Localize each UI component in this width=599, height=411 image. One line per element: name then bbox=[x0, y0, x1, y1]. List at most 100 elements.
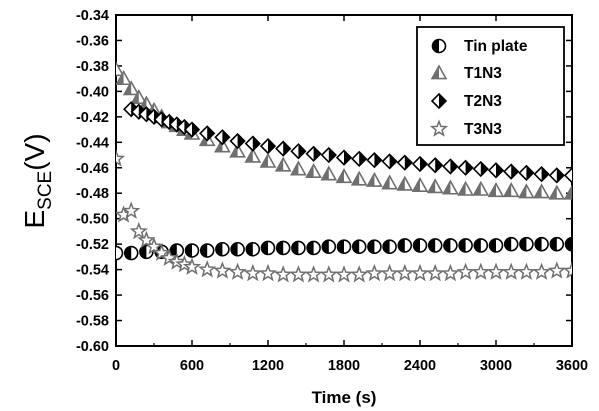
data-point bbox=[488, 238, 504, 253]
data-point bbox=[274, 265, 293, 283]
y-tick-label: -0.40 bbox=[76, 84, 109, 100]
data-point bbox=[228, 262, 247, 280]
data-point bbox=[321, 239, 337, 254]
data-point bbox=[486, 262, 506, 280]
data-point bbox=[291, 240, 306, 256]
data-point bbox=[380, 263, 399, 282]
data-point bbox=[549, 236, 565, 252]
data-point bbox=[175, 254, 194, 273]
data-point bbox=[137, 230, 156, 249]
data-point bbox=[548, 184, 566, 200]
data-point bbox=[518, 183, 535, 199]
data-point bbox=[116, 70, 132, 86]
y-tick-label: -0.46 bbox=[76, 161, 109, 177]
data-point bbox=[427, 238, 443, 253]
data-point bbox=[199, 243, 215, 258]
x-tick-label: 2400 bbox=[404, 358, 436, 374]
data-point bbox=[503, 236, 519, 252]
data-point bbox=[381, 174, 398, 190]
data-point bbox=[336, 239, 352, 254]
axis-ticks: 0 600 1200 1800 2400 3000 3600 -0.34 -0.36 -0.38 -… bbox=[76, 8, 588, 374]
data-point bbox=[304, 265, 323, 283]
data-point bbox=[184, 243, 200, 258]
data-point bbox=[167, 252, 186, 270]
data-point bbox=[289, 265, 308, 283]
data-point bbox=[473, 238, 489, 253]
data-point bbox=[275, 240, 291, 256]
data-point bbox=[244, 135, 261, 152]
data-point bbox=[395, 263, 414, 282]
data-point bbox=[548, 167, 565, 184]
legend-markers bbox=[429, 38, 449, 137]
data-point bbox=[350, 170, 368, 186]
data-point bbox=[502, 262, 521, 280]
data-point bbox=[534, 236, 549, 252]
x-tick-label: 3000 bbox=[480, 358, 512, 374]
data-point bbox=[412, 238, 428, 253]
data-point bbox=[396, 175, 414, 191]
y-tick-label: -0.54 bbox=[76, 263, 109, 279]
data-point bbox=[351, 239, 367, 254]
data-point bbox=[562, 261, 572, 279]
legend-label-t1n3: T1N3 bbox=[464, 65, 502, 82]
data-point bbox=[144, 237, 164, 255]
data-point bbox=[350, 265, 369, 283]
data-point bbox=[472, 180, 490, 196]
y-tick-label: -0.60 bbox=[76, 339, 109, 355]
x-tick-label: 0 bbox=[112, 358, 120, 374]
data-point bbox=[366, 171, 383, 187]
data-point bbox=[244, 147, 262, 163]
series-t2n3 bbox=[123, 101, 572, 184]
data-point bbox=[214, 129, 231, 146]
data-point bbox=[274, 156, 292, 172]
data-point bbox=[230, 241, 245, 257]
data-point bbox=[351, 150, 368, 167]
data-point bbox=[533, 166, 550, 183]
data-point bbox=[533, 183, 550, 199]
data-point bbox=[456, 262, 475, 280]
data-point bbox=[319, 265, 338, 283]
data-point bbox=[532, 262, 551, 280]
series-layer bbox=[116, 61, 572, 283]
data-point bbox=[426, 263, 445, 282]
data-point bbox=[198, 260, 217, 278]
data-point bbox=[517, 262, 536, 280]
data-point bbox=[503, 163, 520, 180]
data-point bbox=[487, 182, 505, 198]
data-point bbox=[116, 245, 124, 261]
y-tick-label: -0.48 bbox=[76, 186, 109, 202]
legend-marker-t3n3 bbox=[429, 119, 449, 137]
data-point bbox=[443, 238, 458, 253]
y-tick-label: -0.34 bbox=[76, 8, 109, 24]
data-point bbox=[367, 239, 382, 254]
data-point bbox=[472, 160, 489, 178]
series-tin-plate bbox=[116, 236, 572, 261]
y-tick-label: -0.56 bbox=[76, 288, 109, 304]
data-point bbox=[411, 155, 429, 173]
data-point bbox=[290, 160, 307, 176]
data-point bbox=[471, 262, 490, 280]
x-tick-label: 1200 bbox=[252, 358, 284, 374]
data-point bbox=[397, 238, 413, 253]
y-tick-label: -0.52 bbox=[76, 237, 109, 253]
data-point bbox=[563, 184, 572, 200]
legend-marker-t1n3 bbox=[430, 64, 448, 80]
data-point bbox=[305, 162, 322, 178]
data-point bbox=[199, 125, 216, 142]
data-point bbox=[169, 243, 185, 258]
data-point bbox=[305, 145, 322, 162]
data-point bbox=[182, 257, 202, 275]
y-tick-label: -0.44 bbox=[76, 135, 109, 151]
data-point bbox=[259, 152, 277, 168]
data-point bbox=[457, 159, 474, 176]
data-point bbox=[129, 221, 148, 240]
data-point bbox=[130, 89, 148, 105]
legend-marker-t2n3 bbox=[430, 92, 448, 110]
data-point bbox=[122, 201, 141, 219]
legend: Tin plate T1N3 T2N3 T3N3 bbox=[416, 26, 565, 146]
data-point bbox=[518, 164, 535, 181]
data-point bbox=[410, 263, 430, 282]
x-tick-label: 600 bbox=[180, 358, 204, 374]
data-point bbox=[259, 137, 277, 155]
